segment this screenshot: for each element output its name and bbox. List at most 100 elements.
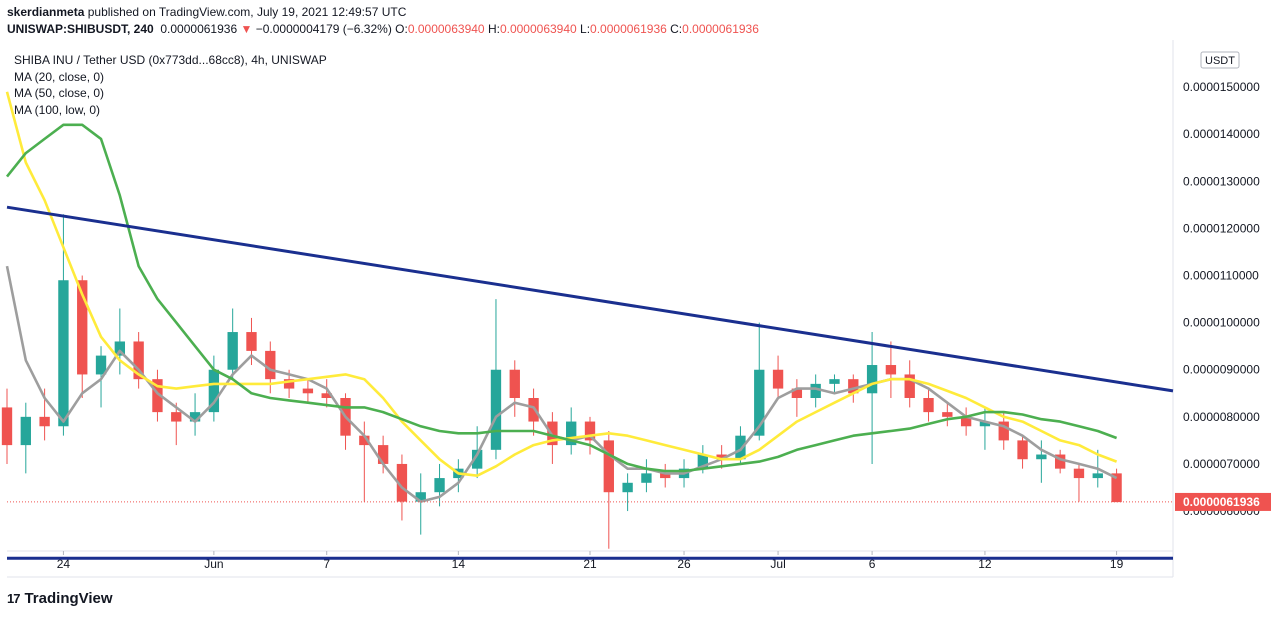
candle-down	[660, 473, 671, 479]
candle-down	[716, 454, 727, 460]
candle-down	[396, 463, 408, 502]
candle-up	[735, 435, 746, 460]
ma-line	[5, 265, 1118, 503]
candle-up	[434, 478, 445, 493]
candle-up	[979, 421, 991, 427]
candle-down	[772, 369, 784, 389]
candle-down	[904, 374, 915, 398]
candle-up	[697, 454, 709, 469]
chart-legend: SHIBA INU / Tether USD (0x773dd...68cc8)…	[14, 52, 327, 118]
y-tick-label: 0.0000070000	[1183, 457, 1260, 471]
descending-trendline	[6, 205, 1174, 393]
x-tick-label: 19	[1110, 557, 1124, 571]
tradingview-brand[interactable]: 17 TradingView	[7, 590, 113, 607]
y-tick-label: 0.0000140000	[1183, 127, 1260, 141]
candle-down	[998, 421, 1009, 441]
symbol-ohlc-line: UNISWAP:SHIBUSDT, 240 0.0000061936 ▼ −0.…	[7, 22, 759, 36]
brand-name: TradingView	[24, 590, 113, 607]
open-label: O:	[395, 22, 408, 36]
high-label: H:	[487, 22, 500, 36]
candle-down	[133, 341, 144, 380]
candle-up	[1036, 454, 1047, 460]
y-tick-label: 0.0000150000	[1183, 80, 1260, 94]
candle-up	[1092, 473, 1103, 479]
ma-line	[5, 123, 1118, 473]
candle-down	[377, 445, 389, 464]
currency-label: USDT	[1205, 55, 1235, 67]
legend-ma50[interactable]: MA (50, close, 0)	[14, 86, 105, 100]
candle-down	[547, 421, 558, 446]
high-value: 0.0000063940	[499, 22, 577, 36]
candle-up	[58, 280, 69, 427]
x-tick-label: 14	[452, 557, 466, 571]
low-label: L:	[580, 22, 591, 36]
x-tick-label: 12	[978, 557, 992, 571]
y-tick-label: 0.0000100000	[1183, 316, 1260, 330]
candle-down	[246, 332, 257, 351]
change-value: −0.0000004179 (−6.32%)	[255, 22, 392, 36]
candle-up	[189, 412, 201, 422]
candle-down	[848, 379, 859, 394]
publisher-line: skerdianmeta published on TradingView.co…	[7, 5, 406, 19]
x-tick-label: 6	[869, 557, 876, 571]
last-price-badge	[1175, 492, 1271, 511]
last-price-label: 0.0000061936	[1183, 495, 1260, 509]
y-tick-label: 0.0000080000	[1183, 410, 1260, 424]
candle-up	[95, 355, 107, 375]
last-price: 0.0000061936	[160, 22, 238, 36]
candle-down	[584, 421, 596, 441]
price-chart[interactable]: 0.00000600000.00000700000.00000800000.00…	[0, 40, 1274, 580]
symbol-label: UNISWAP:SHIBUSDT, 240	[7, 22, 154, 36]
candle-up	[566, 421, 577, 446]
candle-up	[471, 449, 483, 469]
candle-up	[810, 383, 821, 398]
legend-title: SHIBA INU / Tether USD (0x773dd...68cc8)…	[14, 53, 327, 67]
candle-down	[171, 412, 182, 422]
candle-up	[866, 365, 878, 394]
candle-down	[1111, 473, 1122, 503]
y-tick-label: 0.0000090000	[1183, 363, 1260, 377]
candle-up	[208, 369, 220, 413]
y-tick-label: 0.0000120000	[1183, 221, 1260, 235]
candle-up	[20, 416, 31, 446]
candle-down	[302, 388, 314, 394]
legend-ma100[interactable]: MA (100, low, 0)	[14, 102, 101, 117]
candle-down	[791, 388, 803, 398]
candle-down	[265, 350, 276, 380]
author-name[interactable]: skerdianmeta	[7, 5, 85, 19]
candle-up	[641, 473, 652, 483]
candle-up	[490, 369, 502, 450]
candle-down	[1, 407, 13, 446]
candle-down	[283, 379, 295, 389]
candle-up	[754, 369, 765, 436]
candle-up	[415, 492, 426, 502]
y-tick-label: 0.0000130000	[1183, 174, 1260, 188]
candle-up	[829, 379, 840, 384]
candle-down	[528, 398, 539, 422]
candle-down	[321, 393, 332, 398]
candle-down	[152, 379, 163, 413]
tradingview-logo-icon: 17	[7, 591, 21, 606]
candle-down	[77, 280, 88, 375]
candle-down	[1017, 440, 1028, 460]
y-tick-label: 0.0000110000	[1183, 269, 1259, 283]
legend-ma20[interactable]: MA (20, close, 0)	[14, 69, 105, 84]
low-value: 0.0000061936	[590, 22, 667, 36]
candle-up	[622, 482, 633, 493]
x-tick-label: 21	[583, 557, 597, 571]
candle-down	[603, 440, 614, 493]
x-tick-label: Jul	[770, 557, 785, 571]
candle-down	[923, 398, 934, 413]
candle-down	[960, 416, 972, 427]
candle-up	[114, 341, 126, 356]
x-tick-label: 26	[677, 557, 691, 571]
close-value: 0.0000061936	[682, 22, 759, 36]
currency-badge	[1200, 51, 1240, 69]
candle-down	[359, 435, 370, 446]
published-info: published on TradingView.com, July 19, 2…	[87, 5, 407, 19]
x-tick-label: Jun	[204, 557, 223, 571]
candle-down	[509, 369, 520, 398]
candle-down	[942, 412, 953, 417]
candle-down	[1054, 454, 1066, 469]
x-tick-label: 24	[57, 557, 71, 571]
